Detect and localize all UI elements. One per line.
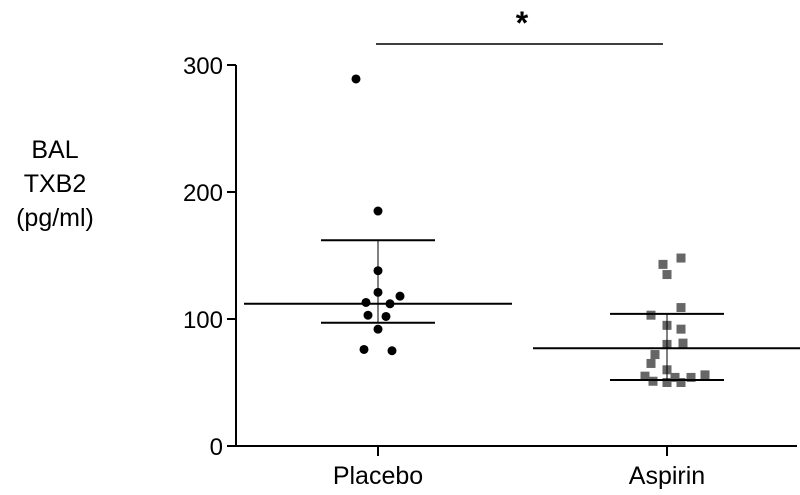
y-tick-label: 0 [210,434,223,461]
y-axis-label: BAL TXB2 (pg/ml) [0,133,110,235]
y-axis-label-line-3: (pg/ml) [16,204,94,232]
data-point-placebo [395,291,405,301]
data-point-placebo [373,324,383,334]
y-tick-label: 300 [183,53,223,80]
y-tick-label: 100 [183,307,223,334]
data-point-aspirin [646,358,656,368]
summary-lines [244,239,800,381]
data-point-aspirin [650,350,660,360]
data-point-placebo [361,297,371,307]
data-point-aspirin [676,378,686,387]
data-point-aspirin [686,372,696,382]
data-point-placebo [387,346,397,356]
data-point-aspirin [670,372,680,382]
data-point-aspirin [662,378,672,387]
y-axis-label-line-2: TXB2 [23,170,87,198]
data-point-aspirin [662,270,672,280]
data-point-placebo [359,344,369,354]
data-point-aspirin [646,310,656,320]
data-point-aspirin [676,324,686,334]
y-tick-label: 200 [183,180,223,207]
data-point-aspirin [700,370,710,380]
x-tick-label: Aspirin [629,462,705,490]
x-tick-label: Placebo [333,462,423,490]
data-marks [351,74,710,387]
annotations: * [376,5,663,45]
data-point-placebo [363,310,373,320]
data-point-aspirin [658,259,668,269]
data-point-aspirin [676,303,686,313]
data-point-aspirin [676,253,686,263]
data-point-placebo [351,74,361,84]
y-axis-label-line-1: BAL [31,136,79,164]
data-point-aspirin [678,338,688,348]
data-point-placebo [381,311,391,321]
significance-star: * [516,5,529,41]
data-point-aspirin [640,371,650,381]
data-point-aspirin [648,376,658,386]
data-point-placebo [373,206,383,216]
axes: 0 100 200 300 Placebo Aspirin [183,53,797,490]
